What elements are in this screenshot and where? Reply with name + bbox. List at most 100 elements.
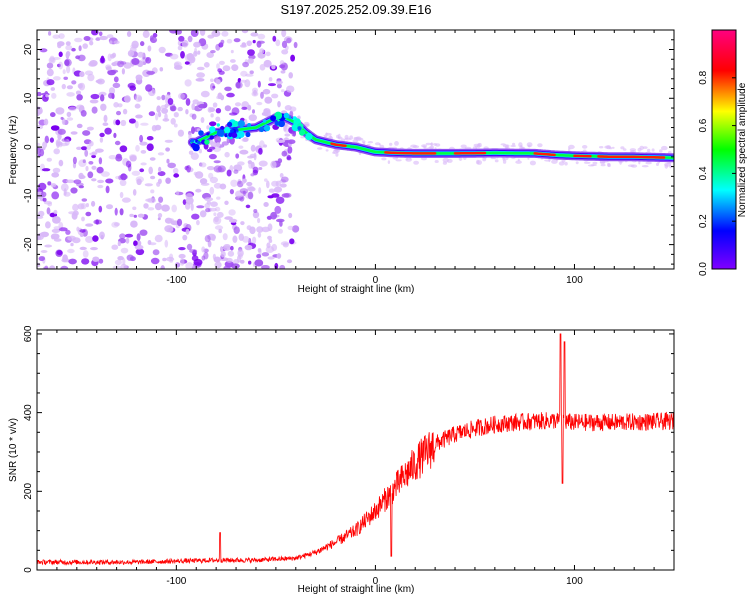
y-tick-label: 200 xyxy=(23,483,34,500)
noise-speckle xyxy=(167,162,176,169)
ridge-halo xyxy=(515,160,522,164)
noise-speckle xyxy=(134,120,139,129)
noise-speckle xyxy=(199,30,206,36)
noise-speckle xyxy=(81,216,85,222)
noise-speckle xyxy=(37,147,42,155)
noise-speckle xyxy=(213,212,217,216)
ridge-halo xyxy=(430,142,433,146)
spectrogram-ylabel: Frequency (Hz) xyxy=(8,116,19,185)
noise-speckle xyxy=(146,136,154,141)
noise-speckle xyxy=(259,48,265,54)
noise-speckle xyxy=(126,254,134,261)
noise-speckle xyxy=(193,41,201,48)
noise-speckle xyxy=(96,166,104,174)
ridge-halo xyxy=(478,142,482,148)
noise-speckle xyxy=(276,253,282,259)
noise-speckle xyxy=(37,107,43,115)
noise-speckle xyxy=(89,40,94,46)
noise-speckle xyxy=(280,70,286,74)
noise-speckle xyxy=(58,61,63,70)
noise-speckle xyxy=(200,117,205,123)
noise-speckle xyxy=(178,35,185,42)
noise-speckle xyxy=(151,125,157,132)
noise-speckle xyxy=(108,87,116,95)
noise-speckle xyxy=(235,153,240,159)
noise-speckle xyxy=(247,160,253,165)
noise-speckle xyxy=(68,258,77,265)
ridge-blob xyxy=(209,126,216,133)
noise-speckle xyxy=(193,258,203,266)
noise-speckle xyxy=(161,107,169,114)
ridge-blob xyxy=(259,126,265,133)
noise-speckle xyxy=(242,61,250,68)
ridge-blob xyxy=(206,132,210,136)
noise-speckle xyxy=(258,187,262,194)
noise-speckle xyxy=(162,257,167,262)
noise-speckle xyxy=(258,160,268,167)
noise-speckle xyxy=(252,211,260,219)
noise-speckle xyxy=(196,205,205,209)
snr-xlabel: Height of straight line (km) xyxy=(298,584,415,595)
noise-speckle xyxy=(99,57,106,64)
noise-speckle xyxy=(89,99,99,104)
noise-speckle xyxy=(214,216,219,223)
noise-speckle xyxy=(268,188,275,193)
noise-speckle xyxy=(237,180,244,188)
noise-speckle xyxy=(177,45,183,51)
noise-speckle xyxy=(157,217,161,221)
noise-speckle xyxy=(247,49,255,56)
noise-speckle xyxy=(120,119,127,127)
ridge-halo xyxy=(629,148,637,152)
noise-speckle xyxy=(281,150,288,157)
noise-speckle xyxy=(53,76,61,81)
y-tick-label: 400 xyxy=(23,404,34,421)
noise-speckle xyxy=(72,156,77,165)
noise-speckle xyxy=(224,216,233,220)
noise-speckle xyxy=(245,73,254,77)
noise-speckle xyxy=(146,143,154,151)
noise-speckle xyxy=(110,69,119,74)
ridge-halo xyxy=(639,145,644,150)
noise-speckle xyxy=(206,166,215,171)
colorbar-label: Normalized spectral amplitude xyxy=(737,82,748,217)
noise-speckle xyxy=(122,258,126,266)
noise-speckle xyxy=(252,236,257,244)
noise-speckle xyxy=(169,30,178,34)
noise-speckle xyxy=(190,203,194,211)
noise-speckle xyxy=(263,144,267,148)
ridge-halo xyxy=(505,145,509,149)
noise-speckle xyxy=(216,196,221,200)
noise-speckle xyxy=(290,54,295,62)
ridge-halo xyxy=(620,146,625,150)
noise-speckle xyxy=(222,65,231,72)
noise-speckle xyxy=(120,247,129,254)
noise-speckle xyxy=(152,249,160,256)
noise-speckle xyxy=(114,140,121,146)
noise-speckle xyxy=(257,217,261,224)
noise-speckle xyxy=(210,83,215,91)
noise-speckle xyxy=(85,203,89,208)
noise-speckle xyxy=(81,198,88,202)
colorbar-tick-label: 0.4 xyxy=(698,166,709,180)
ridge-halo xyxy=(656,162,659,166)
noise-speckle xyxy=(196,219,200,226)
noise-speckle xyxy=(46,68,54,77)
ridge-blob xyxy=(230,129,234,133)
noise-speckle xyxy=(230,245,234,251)
noise-speckle xyxy=(195,78,205,82)
noise-speckle xyxy=(185,109,189,115)
noise-speckle xyxy=(66,117,74,121)
noise-speckle xyxy=(216,63,220,70)
noise-speckle xyxy=(222,233,228,241)
noise-speckle xyxy=(76,226,80,232)
noise-speckle xyxy=(211,30,221,37)
noise-speckle xyxy=(238,145,244,149)
noise-speckle xyxy=(252,166,259,174)
noise-speckle xyxy=(55,107,65,115)
noise-speckle xyxy=(90,93,100,100)
snr-panel: -100 0 100 0 200 400 600 Height of straight li… xyxy=(8,325,675,595)
noise-speckle xyxy=(129,155,137,162)
noise-speckle xyxy=(51,228,61,233)
noise-speckle xyxy=(184,61,190,65)
noise-speckle xyxy=(50,87,55,91)
